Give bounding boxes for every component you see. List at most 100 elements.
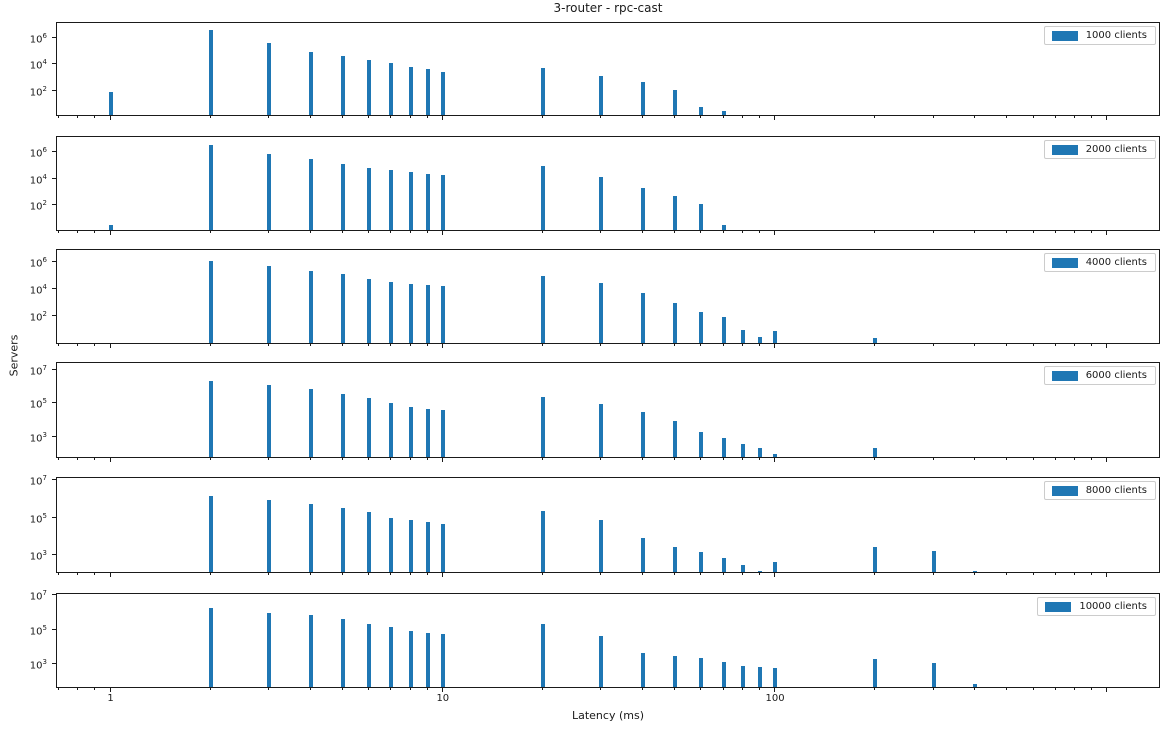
x-minor-tick — [1054, 688, 1056, 690]
bar — [757, 667, 762, 687]
bar — [931, 550, 936, 572]
bar — [757, 570, 762, 572]
x-minor-tick — [541, 572, 543, 575]
x-minor-tick — [268, 572, 270, 575]
x-minor-tick — [409, 343, 411, 346]
x-minor-tick — [700, 457, 702, 460]
x-minor-tick — [309, 457, 311, 460]
x-minor-tick — [1032, 688, 1034, 690]
x-minor-tick — [600, 231, 602, 233]
bar — [408, 171, 413, 230]
x-minor-tick — [674, 343, 676, 346]
subplot-4: 107 105 103 6000 clients — [30, 362, 1160, 462]
x-minor-tick — [58, 116, 60, 118]
legend-color-patch — [1045, 601, 1072, 612]
bar — [389, 281, 394, 343]
y-tick-label: 107 — [29, 589, 47, 603]
legend-label: 6000 clients — [1085, 370, 1147, 381]
bar — [757, 336, 762, 343]
x-minor-tick — [541, 343, 543, 346]
x-major-tick — [774, 688, 776, 692]
bar — [540, 624, 545, 687]
x-minor-tick — [722, 343, 724, 346]
x-minor-tick — [600, 688, 602, 690]
x-minor-tick — [341, 688, 343, 690]
bar — [408, 407, 413, 457]
x-major-tick — [109, 343, 111, 348]
bar — [408, 631, 413, 687]
x-minor-tick — [77, 457, 79, 460]
bar — [873, 546, 878, 572]
x-minor-tick — [974, 572, 976, 575]
bar — [108, 92, 113, 115]
y-tick — [52, 435, 56, 437]
bar — [208, 260, 213, 343]
x-minor-tick — [722, 231, 724, 233]
y-tick-label: 104 — [29, 172, 47, 186]
bar — [699, 658, 704, 687]
x-minor-tick — [722, 572, 724, 575]
bar — [599, 635, 604, 687]
y-tick — [52, 177, 56, 179]
bar — [740, 329, 745, 343]
x-minor-tick — [874, 572, 876, 575]
bar — [540, 166, 545, 230]
x-minor-tick — [758, 688, 760, 690]
x-minor-tick — [1074, 688, 1076, 690]
x-major-tick — [774, 572, 776, 577]
legend: 10000 clients — [1037, 597, 1156, 616]
y-tick — [52, 90, 56, 91]
x-minor-tick — [58, 688, 60, 690]
y-tick — [52, 36, 56, 38]
x-minor-tick — [309, 231, 311, 233]
bar — [340, 393, 345, 457]
bar — [873, 658, 878, 687]
x-minor-tick — [932, 457, 934, 460]
y-tick-label: 105 — [29, 623, 47, 637]
x-minor-tick — [932, 572, 934, 575]
x-minor-tick — [700, 116, 702, 118]
x-minor-tick — [1054, 457, 1056, 460]
bar — [540, 68, 545, 115]
bar — [757, 447, 762, 457]
x-minor-tick — [268, 231, 270, 233]
x-minor-tick — [94, 343, 96, 346]
x-minor-tick — [1006, 343, 1008, 346]
subplot-6: 107 105 103 1 10 100 10000 clients — [30, 589, 1160, 704]
x-minor-tick — [741, 231, 743, 233]
bar — [267, 266, 272, 343]
legend-label: 4000 clients — [1085, 257, 1147, 268]
y-tick — [52, 479, 56, 481]
legend-label: 8000 clients — [1085, 485, 1147, 496]
x-minor-tick — [390, 231, 392, 233]
bar — [389, 170, 394, 230]
legend: 6000 clients — [1043, 366, 1156, 385]
bar — [931, 662, 936, 687]
bar — [721, 557, 726, 572]
x-minor-tick — [722, 457, 724, 460]
x-minor-tick — [700, 343, 702, 346]
bar — [740, 665, 745, 687]
x-minor-tick — [409, 231, 411, 233]
x-minor-tick — [77, 572, 79, 575]
y-tick-label: 102 — [29, 309, 47, 323]
bar — [673, 655, 678, 687]
y-tick-label: 104 — [29, 282, 47, 297]
x-major-tick — [774, 231, 776, 235]
x-minor-tick — [1054, 116, 1056, 118]
x-minor-tick — [1006, 231, 1008, 233]
x-minor-tick — [1054, 231, 1056, 233]
y-tick — [52, 287, 56, 289]
x-minor-tick — [974, 457, 976, 460]
x-minor-tick — [1006, 457, 1008, 460]
bar — [389, 627, 394, 687]
bar — [367, 624, 372, 687]
x-minor-tick — [874, 343, 876, 346]
bar — [367, 168, 372, 230]
x-minor-tick — [426, 688, 428, 690]
x-minor-tick — [209, 572, 211, 575]
y-tick — [52, 554, 56, 556]
x-minor-tick — [674, 457, 676, 460]
x-minor-tick — [932, 231, 934, 233]
x-minor-tick — [674, 116, 676, 118]
